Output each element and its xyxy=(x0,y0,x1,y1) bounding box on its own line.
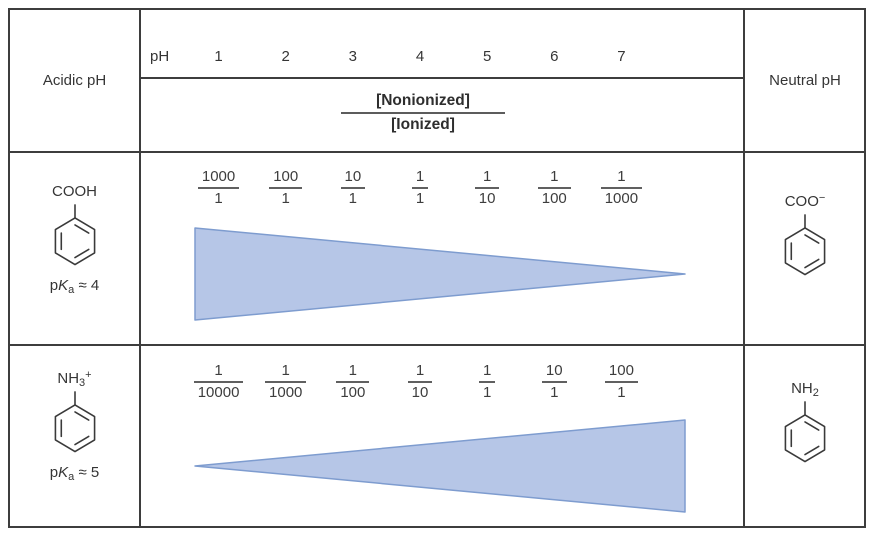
row2-neutral-compound-cell: NH2 xyxy=(746,346,864,526)
ratio-fraction: 10 1 xyxy=(521,362,588,402)
ph-tick: 2 xyxy=(281,48,290,65)
benzene-ring-icon xyxy=(784,401,826,463)
ph-tick: 3 xyxy=(348,48,358,65)
fraction-bar xyxy=(265,381,307,383)
nonionized-label: [Nonionized] xyxy=(376,92,470,109)
pka-value: pKa ≈ 5 xyxy=(49,464,100,483)
nonionized-wedge-widening-right xyxy=(194,419,686,513)
neutral-ph-label: Neutral pH xyxy=(769,72,841,89)
fraction-bar xyxy=(407,381,433,383)
fraction-bar xyxy=(197,187,240,189)
fraction-bar xyxy=(600,187,643,189)
ratio-fraction: 1 10 xyxy=(454,168,521,208)
ratio-fraction: 1000 1 xyxy=(185,168,252,208)
ratio-fraction: 1 100 xyxy=(521,168,588,208)
ph-tick: 4 xyxy=(415,48,425,65)
cooh-label: COOH xyxy=(52,182,97,200)
benzoate-structure: COO− xyxy=(746,141,864,332)
ph-scale-underline xyxy=(141,77,743,79)
row1-neutral-compound-cell: COO− xyxy=(746,153,864,344)
ph-tick: 5 xyxy=(482,48,492,65)
ratio-fraction: 1 10 xyxy=(386,362,453,402)
horizontal-divider-header xyxy=(8,151,866,153)
benzene-ring-icon xyxy=(54,203,95,265)
fraction-bar xyxy=(340,187,366,189)
ratio-fraction: 1 100 xyxy=(319,362,386,402)
pka-value: pKa ≈ 4 xyxy=(49,276,100,296)
ratio-fraction: 1 1000 xyxy=(588,168,655,208)
nh2-label: NH2 xyxy=(791,380,819,399)
vertical-divider-right xyxy=(743,8,745,528)
fraction-bar xyxy=(341,111,505,114)
fraction-bar xyxy=(411,187,429,189)
fraction-bar xyxy=(541,381,567,383)
table-outer-border xyxy=(8,8,866,528)
header-acidic-ph: Acidic pH xyxy=(10,10,139,151)
benzoic-acid-structure: COOH pKa ≈ 4 xyxy=(10,143,139,334)
ph-tick: 6 xyxy=(550,48,559,65)
coo-minus-label: COO− xyxy=(784,191,826,210)
benzene-ring-icon xyxy=(784,213,826,275)
horizontal-divider-rows xyxy=(8,344,866,346)
ratio-fraction: 100 1 xyxy=(252,168,319,208)
header-neutral-ph: Neutral pH xyxy=(746,10,864,151)
ph-tick: 7 xyxy=(617,48,626,65)
fraction-bar xyxy=(537,187,571,189)
ratio-fraction: 10 1 xyxy=(319,168,386,208)
row1-acidic-compound-cell: COOH pKa ≈ 4 xyxy=(10,153,139,344)
fraction-bar xyxy=(474,187,500,189)
ph-axis-label: pH xyxy=(150,48,170,65)
fraction-bar xyxy=(604,381,638,383)
fraction-bar xyxy=(478,381,496,383)
ratio-definition: [Nonionized] [Ionized] xyxy=(333,92,513,134)
anilinium-structure: NH3+ pKa ≈ 5 xyxy=(10,336,139,516)
nonionized-wedge-tapering-right xyxy=(194,227,686,321)
ratio-fraction: 1 10000 xyxy=(185,362,252,402)
aniline-structure: NH2 xyxy=(746,334,864,514)
ph-tick-strip: 1 2 3 4 5 6 7 xyxy=(185,48,655,65)
ratio-fraction: 1 1000 xyxy=(252,362,319,402)
fraction-bar xyxy=(193,381,244,383)
row2-acidic-compound-cell: NH3+ pKa ≈ 5 xyxy=(10,346,139,526)
ratio-definition-cell: [Nonionized] [Ionized] xyxy=(141,79,743,151)
ph-scale-row: pH 1 2 3 4 5 6 7 xyxy=(141,10,743,77)
benzene-ring-icon xyxy=(54,391,95,453)
fraction-bar xyxy=(336,381,370,383)
nh3-plus-label: NH3+ xyxy=(57,369,92,389)
fraction-bar xyxy=(269,187,303,189)
acidic-ph-label: Acidic pH xyxy=(42,72,107,89)
ph-tick: 1 xyxy=(214,48,223,65)
vertical-divider-left xyxy=(139,8,141,528)
ratio-fraction: 100 1 xyxy=(588,362,655,402)
ionized-label: [Ionized] xyxy=(391,115,455,133)
